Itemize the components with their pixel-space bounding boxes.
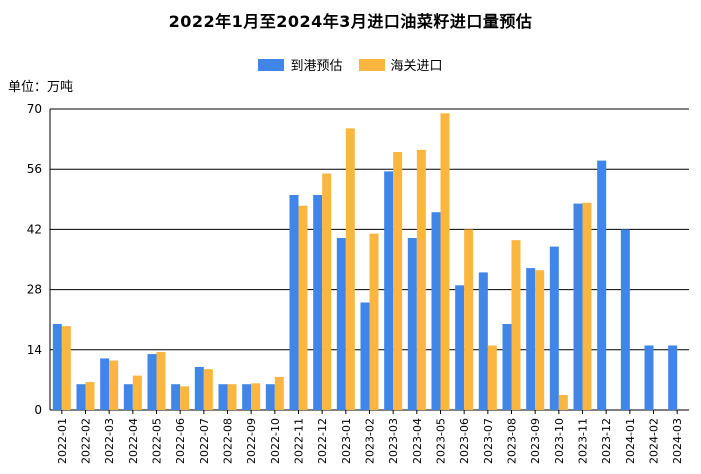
- bar-daogang-2023-02: [360, 302, 370, 410]
- x-tick-label-2023-02: 2023-02: [364, 418, 377, 464]
- bar-daogang-2022-02: [76, 384, 86, 410]
- bar-haiguan-2022-08: [227, 384, 237, 410]
- bar-haiguan-2023-07: [487, 345, 497, 410]
- x-tick-label-2023-03: 2023-03: [387, 418, 400, 464]
- bar-daogang-2023-03: [384, 171, 394, 410]
- y-tick-label-0: 0: [34, 403, 42, 417]
- x-tick-label-2023-01: 2023-01: [340, 418, 353, 464]
- legend-label-series-2: 海关进口: [390, 59, 443, 74]
- x-tick-label-2022-11: 2022-11: [293, 418, 306, 464]
- bar-haiguan-2023-08: [511, 240, 521, 410]
- bar-haiguan-2022-10: [274, 376, 284, 410]
- bar-daogang-2022-03: [100, 358, 110, 410]
- x-tick-label-2022-03: 2022-03: [103, 418, 116, 464]
- x-tick-label-2022-05: 2022-05: [151, 418, 164, 464]
- bar-haiguan-2022-09: [251, 383, 261, 410]
- x-tick-label-2023-04: 2023-04: [411, 418, 424, 464]
- y-tick-label-4: 56: [27, 162, 42, 176]
- bar-daogang-2022-08: [218, 384, 228, 410]
- bar-daogang-2022-04: [123, 384, 133, 410]
- legend-label-series-1: 到港预估: [290, 59, 343, 74]
- bar-daogang-2023-08: [502, 324, 512, 410]
- x-tick-label-2023-05: 2023-05: [435, 418, 448, 464]
- bar-daogang-2022-10: [265, 384, 275, 410]
- bar-daogang-2023-01: [336, 238, 346, 410]
- x-tick-label-2022-01: 2022-01: [56, 418, 69, 464]
- bar-haiguan-2022-02: [85, 382, 95, 410]
- y-tick-label-2: 28: [27, 283, 42, 297]
- y-tick-label-3: 42: [27, 222, 42, 236]
- bar-daogang-2024-01: [620, 229, 630, 410]
- bar-daogang-2023-05: [431, 212, 441, 410]
- bar-daogang-2022-07: [194, 367, 204, 410]
- bar-haiguan-2022-06: [180, 386, 190, 410]
- bar-haiguan-2023-02: [369, 233, 379, 410]
- bar-haiguan-2022-11: [298, 205, 308, 410]
- bar-haiguan-2022-04: [132, 375, 142, 410]
- bar-daogang-2022-11: [289, 195, 299, 410]
- bar-daogang-2023-06: [455, 285, 465, 410]
- y-tick-label-5: 70: [27, 102, 42, 116]
- bar-daogang-2023-09: [526, 268, 536, 410]
- x-tick-label-2022-07: 2022-07: [198, 418, 211, 464]
- x-tick-label-2022-06: 2022-06: [174, 418, 187, 464]
- bar-haiguan-2023-10: [558, 394, 568, 410]
- bar-haiguan-2023-04: [416, 149, 426, 410]
- x-tick-label-2023-09: 2023-09: [529, 418, 542, 464]
- bar-daogang-2023-12: [597, 160, 607, 410]
- x-tick-label-2023-10: 2023-10: [553, 418, 566, 464]
- bar-haiguan-2023-09: [535, 270, 545, 410]
- bar-daogang-2022-01: [52, 324, 62, 410]
- bar-daogang-2023-07: [478, 272, 488, 410]
- x-tick-label-2023-07: 2023-07: [482, 418, 495, 464]
- bar-haiguan-2023-03: [393, 152, 403, 410]
- x-tick-label-2023-12: 2023-12: [600, 418, 613, 464]
- x-tick-label-2023-08: 2023-08: [506, 418, 519, 464]
- legend-item-series-2[interactable]: 海关进口: [358, 55, 443, 74]
- bar-haiguan-2023-01: [345, 128, 355, 410]
- y-tick-label-1: 14: [27, 343, 42, 357]
- bar-daogang-2023-11: [573, 203, 583, 410]
- x-tick-label-2024-03: 2024-03: [671, 418, 684, 464]
- x-tick-label-2022-02: 2022-02: [80, 418, 93, 464]
- bar-haiguan-2022-01: [61, 326, 71, 410]
- x-tick-label-2022-09: 2022-09: [245, 418, 258, 464]
- bar-haiguan-2023-05: [440, 113, 450, 411]
- bar-haiguan-2022-03: [109, 360, 119, 410]
- bar-haiguan-2022-12: [322, 173, 332, 410]
- bar-haiguan-2023-11: [582, 202, 592, 410]
- bar-haiguan-2022-07: [203, 369, 213, 410]
- bar-haiguan-2022-05: [156, 351, 166, 410]
- bar-daogang-2024-02: [644, 345, 654, 410]
- x-tick-label-2022-12: 2022-12: [316, 418, 329, 464]
- x-tick-label-2022-10: 2022-10: [269, 418, 282, 464]
- bar-daogang-2022-06: [171, 384, 181, 410]
- legend-item-series-1[interactable]: 到港预估: [258, 55, 343, 74]
- x-tick-label-2022-04: 2022-04: [127, 418, 140, 464]
- x-tick-label-2023-06: 2023-06: [458, 418, 471, 464]
- bar-daogang-2022-09: [242, 384, 252, 410]
- bar-daogang-2022-05: [147, 354, 157, 410]
- bar-daogang-2024-03: [668, 345, 678, 410]
- bar-haiguan-2023-06: [464, 229, 474, 410]
- chart-title: 2022年1月至2024年3月进口油菜籽进口量预估: [168, 12, 533, 31]
- chart-legend: 到港预估 海关进口: [0, 55, 701, 74]
- x-tick-label-2023-11: 2023-11: [577, 418, 590, 464]
- x-tick-label-2024-02: 2024-02: [648, 418, 661, 464]
- bar-daogang-2023-10: [549, 246, 559, 410]
- bar-daogang-2023-04: [407, 238, 417, 410]
- x-tick-label-2022-08: 2022-08: [222, 418, 235, 464]
- unit-label: 单位：万吨: [8, 80, 74, 95]
- x-tick-label-2024-01: 2024-01: [624, 418, 637, 464]
- legend-swatch-series-1: [258, 58, 285, 71]
- legend-swatch-series-2: [358, 58, 385, 71]
- bar-daogang-2022-12: [313, 195, 323, 410]
